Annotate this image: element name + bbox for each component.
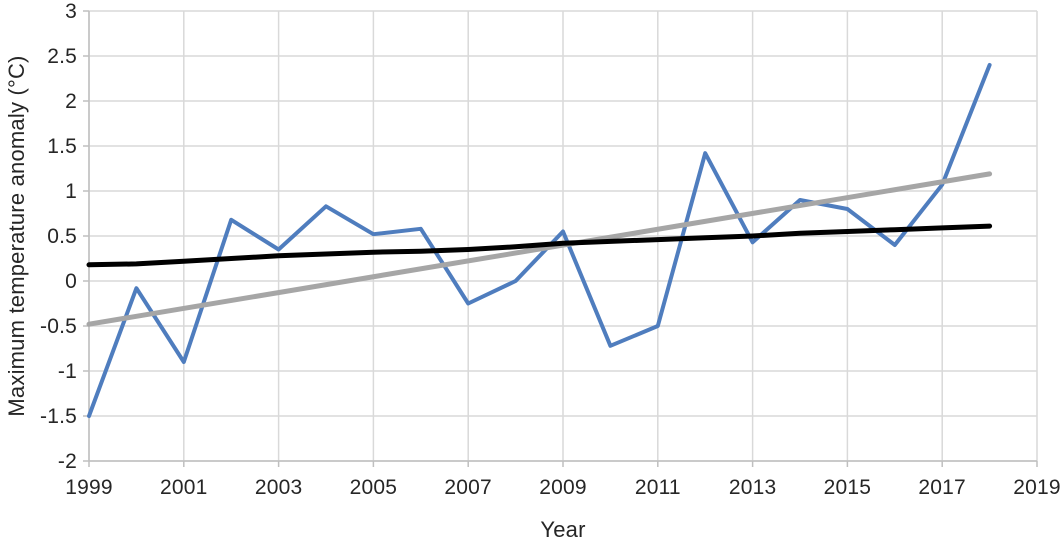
x-tick-label: 2001 <box>160 476 208 499</box>
x-tick-label: 2009 <box>539 476 587 499</box>
x-tick-label: 2011 <box>635 476 681 499</box>
x-tick-label: 2007 <box>444 476 492 499</box>
smoothed-trend-line <box>86 223 993 268</box>
annual-maximum-anomaly-line <box>87 63 992 418</box>
x-tick-label: 2005 <box>350 476 398 499</box>
x-tick-label: 2017 <box>918 476 966 499</box>
y-tick-label: -1.5 <box>40 405 77 428</box>
y-tick-label: 0 <box>65 270 77 293</box>
y-tick-label: -0.5 <box>40 315 77 338</box>
x-axis-title: Year <box>540 517 585 542</box>
y-tick-label: 3 <box>65 0 77 23</box>
y-tick-label: -2 <box>58 450 77 473</box>
y-tick-label: 1 <box>65 180 77 203</box>
y-tick-label: 1.5 <box>47 135 77 158</box>
linear-trend-line <box>86 171 993 327</box>
y-tick-label: -1 <box>58 360 77 383</box>
x-tick-label: 1999 <box>65 476 113 499</box>
y-tick-label: 2 <box>65 90 77 113</box>
x-tick-label: 2015 <box>824 476 872 499</box>
x-tick-label: 2003 <box>255 476 303 499</box>
x-tick-label: 2013 <box>729 476 777 499</box>
y-axis-title: Maximum temperature anomaly (°C) <box>4 55 29 416</box>
y-tick-label: 0.5 <box>47 225 77 248</box>
plot-area: 3 2.5 2 1.5 1 0.5 0 -0.5 -1 -1.5 -2 1999 2001 2003 200… <box>40 0 1061 499</box>
y-tick-label: 2.5 <box>47 45 77 68</box>
x-tick-label: 2019 <box>1013 476 1061 499</box>
